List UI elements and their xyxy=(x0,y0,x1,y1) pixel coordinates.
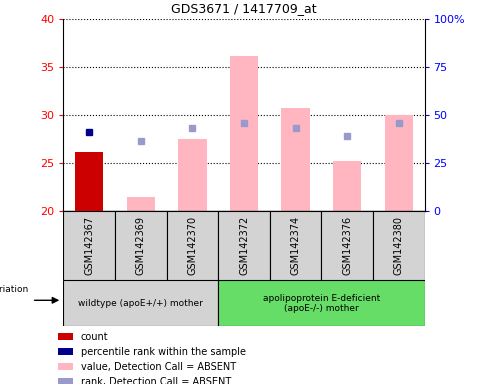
Bar xyxy=(218,280,425,326)
Bar xyxy=(115,211,166,280)
Text: GSM142370: GSM142370 xyxy=(187,216,198,275)
Text: value, Detection Call = ABSENT: value, Detection Call = ABSENT xyxy=(81,362,236,372)
Bar xyxy=(178,139,206,211)
Text: count: count xyxy=(81,332,108,342)
Bar xyxy=(166,211,218,280)
Text: GSM142376: GSM142376 xyxy=(342,216,352,275)
Bar xyxy=(230,56,258,211)
Text: genotype/variation: genotype/variation xyxy=(0,285,28,295)
Bar xyxy=(218,211,270,280)
Text: GSM142374: GSM142374 xyxy=(290,216,301,275)
Bar xyxy=(58,333,73,340)
Bar xyxy=(270,211,322,280)
Bar xyxy=(63,211,115,280)
Bar xyxy=(58,363,73,370)
Text: GSM142369: GSM142369 xyxy=(136,216,146,275)
Text: GSM142372: GSM142372 xyxy=(239,216,249,275)
Bar xyxy=(373,211,425,280)
Bar xyxy=(127,197,155,211)
Text: apolipoprotein E-deficient
(apoE-/-) mother: apolipoprotein E-deficient (apoE-/-) mot… xyxy=(263,294,380,313)
Text: GSM142367: GSM142367 xyxy=(84,216,94,275)
Text: wildtype (apoE+/+) mother: wildtype (apoE+/+) mother xyxy=(79,299,203,308)
Bar xyxy=(75,152,103,211)
Text: GSM142380: GSM142380 xyxy=(394,216,404,275)
Bar xyxy=(58,378,73,384)
Text: percentile rank within the sample: percentile rank within the sample xyxy=(81,347,245,357)
Text: rank, Detection Call = ABSENT: rank, Detection Call = ABSENT xyxy=(81,377,231,384)
Bar xyxy=(322,211,373,280)
Bar xyxy=(385,115,413,211)
Bar xyxy=(58,348,73,355)
Bar xyxy=(333,161,362,211)
Title: GDS3671 / 1417709_at: GDS3671 / 1417709_at xyxy=(171,2,317,15)
Bar xyxy=(63,280,218,326)
Bar xyxy=(282,108,310,211)
